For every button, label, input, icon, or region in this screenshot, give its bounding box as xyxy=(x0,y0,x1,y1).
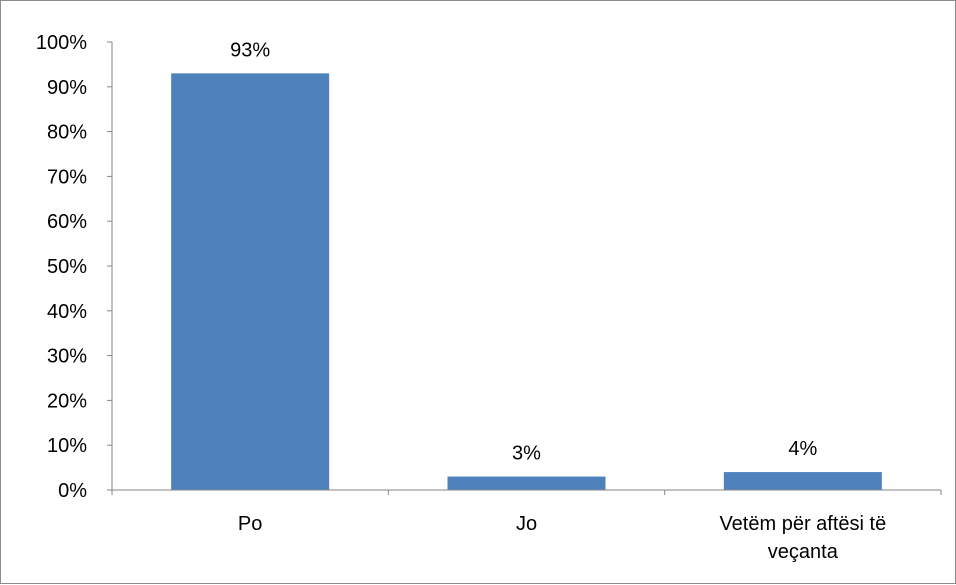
x-axis-category-labels: Po Jo Vetëm për aftësi të veçanta xyxy=(238,513,886,563)
y-tick-label: 0% xyxy=(58,480,87,502)
y-tick-label: 80% xyxy=(47,122,87,144)
y-tick-label: 90% xyxy=(47,77,87,99)
bar xyxy=(723,472,882,490)
y-tick-label: 10% xyxy=(47,435,87,457)
y-tick-label: 100% xyxy=(36,32,87,54)
y-tick-label: 50% xyxy=(47,256,87,278)
bars-group xyxy=(171,73,882,491)
y-tick-label: 60% xyxy=(47,211,87,233)
bar-data-label: 4% xyxy=(788,438,817,460)
y-axis-tick-labels: 0% 10% 20% 30% 40% 50% 60% 70% 80% 90% 100% xyxy=(36,32,942,502)
y-tick-label: 30% xyxy=(47,346,87,368)
bar-data-label: 93% xyxy=(230,39,270,61)
data-labels-group: 93% 3% 4% xyxy=(230,39,817,464)
bar-data-label: 3% xyxy=(512,443,541,465)
bar xyxy=(171,73,330,491)
y-tick-label: 70% xyxy=(47,166,87,188)
x-category-label: Vetëm për aftësi të veçanta xyxy=(719,513,886,563)
x-category-label: Po xyxy=(238,513,262,535)
y-tick-label: 40% xyxy=(47,301,87,323)
y-tick-label: 20% xyxy=(47,390,87,412)
bar xyxy=(447,476,606,490)
x-category-label: Jo xyxy=(516,513,537,535)
